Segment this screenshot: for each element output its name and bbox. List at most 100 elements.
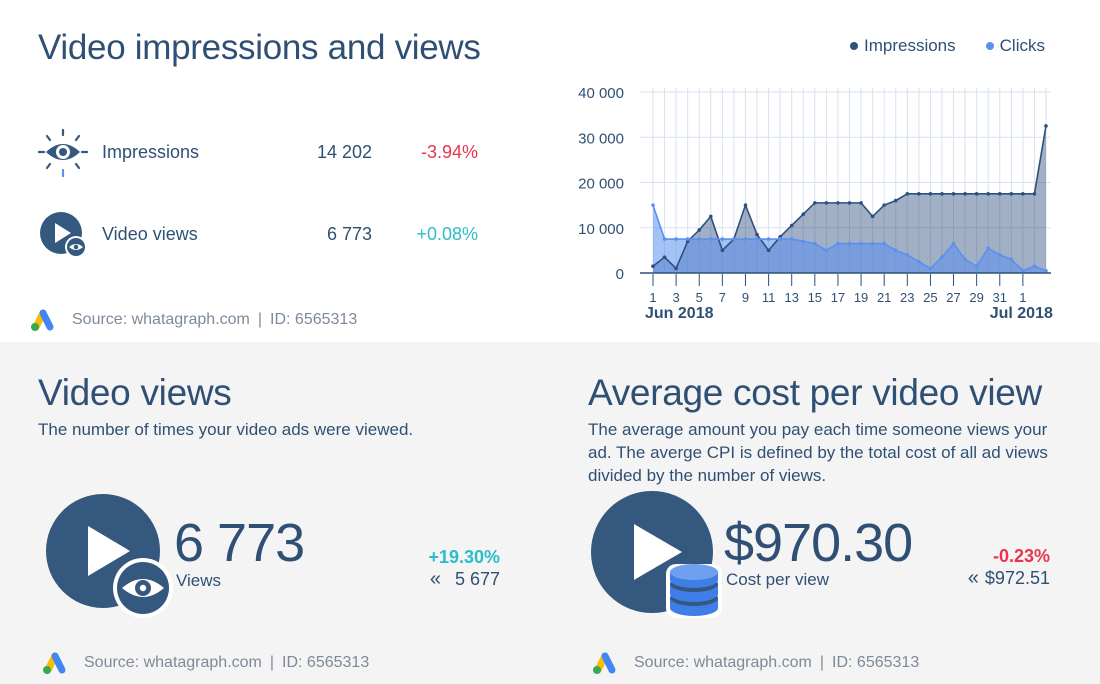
source-text: Source: whatagraph.com: [84, 654, 262, 671]
data-point-clicks: [963, 257, 967, 262]
legend-impressions-swatch: [850, 42, 858, 50]
data-point-impressions: [824, 201, 829, 205]
x-tick-label: 1: [1019, 290, 1026, 305]
x-tick-label: 21: [877, 290, 891, 305]
panel-title: Video impressions and views: [38, 28, 481, 67]
data-point-impressions: [720, 248, 725, 253]
video-views-label: Video views: [102, 224, 198, 244]
google-ads-logo: [31, 309, 54, 331]
data-point-impressions: [963, 192, 967, 196]
x-tick-label: 3: [673, 290, 680, 305]
data-point-impressions: [836, 201, 840, 205]
data-point-clicks: [824, 248, 829, 253]
x-tick-label: 9: [742, 290, 749, 305]
data-point-clicks: [859, 241, 863, 246]
data-point-impressions: [1044, 124, 1048, 128]
impressions-value: 14 202: [316, 142, 372, 162]
video-views-title: Video views: [38, 372, 232, 413]
data-point-impressions: [813, 201, 817, 205]
eye-icon: [38, 128, 88, 178]
data-point-impressions: [986, 192, 991, 196]
x-month-label: Jul 2018: [990, 305, 1053, 322]
data-point-clicks: [685, 237, 690, 241]
data-point-impressions: [697, 228, 702, 232]
data-point-clicks: [813, 241, 817, 246]
data-point-impressions: [997, 192, 1002, 196]
x-tick-label: 25: [923, 290, 937, 305]
x-tick-label: 13: [784, 290, 798, 305]
data-point-clicks: [1032, 264, 1037, 269]
avg-cost-description-line: The average amount you pay each time som…: [588, 420, 1048, 439]
coin-stack-icon: [666, 564, 722, 618]
x-tick-label: 1: [649, 290, 656, 305]
source-footer: Source: whatagraph.com | ID: 6565313: [590, 650, 919, 676]
data-point-clicks: [801, 239, 806, 244]
x-tick-label: 23: [900, 290, 914, 305]
data-point-clicks: [870, 241, 875, 246]
data-point-clicks: [917, 259, 921, 264]
data-point-impressions: [1032, 192, 1037, 196]
y-tick-label: 10 000: [578, 221, 624, 238]
data-point-clicks: [778, 237, 782, 241]
source-text: Source: whatagraph.com: [72, 311, 250, 328]
data-point-clicks: [974, 264, 979, 269]
avg-cost-big-label: Cost per view: [726, 570, 829, 589]
kpi-panels: Video views The number of times your vid…: [0, 342, 1100, 684]
video-views-change: +0.08%: [416, 224, 478, 244]
data-point-impressions: [951, 192, 956, 196]
data-point-impressions: [755, 232, 759, 237]
x-tick-label: 27: [946, 290, 960, 305]
data-point-impressions: [940, 192, 944, 196]
data-point-impressions: [893, 198, 898, 203]
video-views-description: The number of times your video ads were …: [38, 420, 414, 439]
avg-cost-big-value: $970.30: [724, 513, 913, 573]
y-tick-label: 30 000: [578, 130, 624, 147]
data-point-clicks: [1021, 268, 1025, 273]
video-views-big-value: 6 773: [174, 513, 305, 573]
series-area-clicks: [653, 205, 1046, 273]
data-point-clicks: [951, 241, 956, 246]
google-ads-logo: [43, 652, 66, 674]
data-point-clicks: [708, 237, 713, 241]
data-point-clicks: [732, 237, 736, 241]
data-point-impressions: [974, 192, 979, 196]
previous-arrow-icon: «: [967, 567, 979, 589]
data-point-clicks: [743, 237, 748, 241]
data-point-clicks: [1044, 268, 1048, 273]
avg-cost-delta: -0.23%: [992, 546, 1050, 566]
data-point-impressions: [928, 192, 933, 196]
data-point-impressions: [1021, 192, 1025, 196]
data-point-impressions: [743, 203, 748, 207]
source-separator: |: [257, 311, 263, 328]
data-point-impressions: [801, 212, 806, 216]
data-point-clicks: [674, 237, 678, 241]
data-point-impressions: [662, 255, 667, 259]
data-point-clicks: [766, 237, 771, 241]
data-point-impressions: [917, 192, 921, 196]
data-point-impressions: [847, 201, 852, 205]
data-point-clicks: [755, 237, 759, 241]
data-point-impressions: [674, 266, 678, 271]
data-point-clicks: [940, 255, 944, 259]
data-point-clicks: [662, 237, 667, 241]
impressions-change: -3.94%: [420, 142, 478, 162]
video-views-row: Video views 6 773 +0.08%: [38, 210, 498, 260]
source-id: ID: 6565313: [282, 654, 370, 671]
legend-clicks-label: Clicks: [999, 36, 1045, 55]
impressions-row: Impressions 14 202 -3.94%: [38, 128, 498, 178]
data-point-impressions: [789, 223, 794, 228]
x-tick-label: 15: [808, 290, 822, 305]
x-tick-label: 5: [696, 290, 703, 305]
avg-cost-previous: «$972.51: [968, 567, 1050, 590]
play-eye-icon: [40, 212, 87, 258]
source-text: Source: whatagraph.com: [634, 654, 812, 671]
data-point-clicks: [651, 203, 655, 207]
series-area-impressions: [653, 125, 1046, 273]
avg-cost-title: Average cost per video view: [588, 372, 1042, 413]
data-point-clicks: [986, 246, 991, 250]
video-views-previous-value: 5 677: [454, 569, 500, 589]
data-point-clicks: [882, 241, 886, 246]
legend-impressions-label: Impressions: [864, 36, 956, 55]
video-views-value: 6 773: [326, 224, 372, 244]
